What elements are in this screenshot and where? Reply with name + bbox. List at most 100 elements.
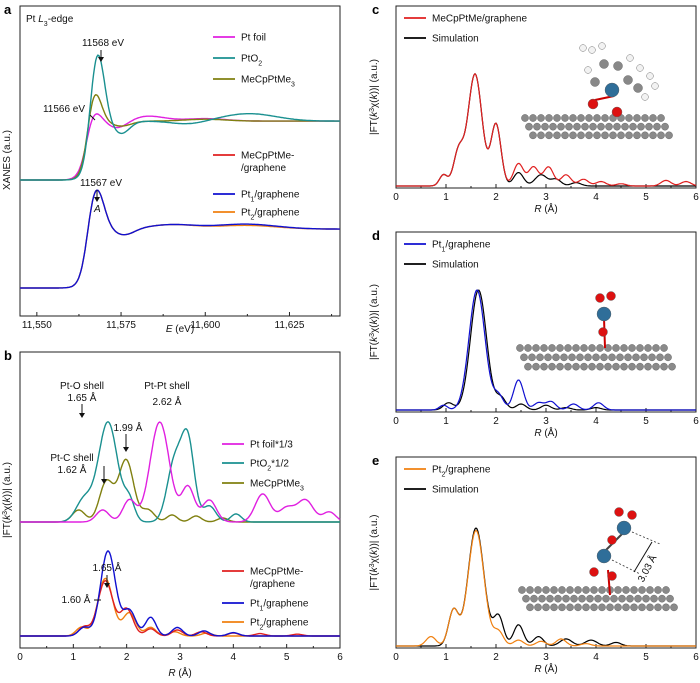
graphene-carbon-atom — [596, 362, 604, 371]
panel-a-series-pt1-graphene — [20, 189, 340, 289]
graphene-carbon-atom — [652, 344, 660, 352]
graphene-carbon-atom — [648, 353, 656, 362]
graphene-carbon-atom — [549, 122, 557, 131]
panel-d-xtick-label: 2 — [493, 416, 499, 427]
graphene-carbon-atom — [610, 594, 618, 603]
graphene-carbon-atom — [566, 603, 574, 612]
panel-e-label: e — [372, 453, 379, 468]
graphene-carbon-atom — [613, 122, 621, 131]
graphene-carbon-atom — [553, 114, 561, 122]
panel-b-arrow-1-65-b-head — [104, 583, 110, 588]
graphene-carbon-atom — [657, 131, 665, 140]
graphene-carbon-atom — [620, 344, 628, 352]
panel-a-annotation-a: A — [93, 204, 101, 215]
graphene-carbon-atom — [645, 122, 653, 131]
panel-b-series-pto2 — [20, 421, 340, 523]
graphene-carbon-atom — [592, 353, 600, 362]
graphene-carbon-atom — [588, 344, 596, 352]
graphene-carbon-atom — [606, 603, 614, 612]
graphene-carbon-atom — [580, 362, 588, 371]
graphene-carbon-atom — [618, 594, 626, 603]
panel-c-carbon-atom — [613, 61, 623, 71]
graphene-carbon-atom — [530, 594, 538, 603]
graphene-carbon-atom — [582, 603, 590, 612]
graphene-carbon-atom — [522, 594, 530, 603]
panel-d-xtick-label: 3 — [543, 416, 549, 427]
graphene-carbon-atom — [550, 603, 558, 612]
graphene-carbon-atom — [569, 114, 577, 122]
graphene-carbon-atom — [605, 122, 613, 131]
panel-c-xtick-label: 4 — [593, 192, 599, 203]
graphene-carbon-atom — [612, 344, 620, 352]
graphene-carbon-atom — [660, 344, 668, 352]
graphene-carbon-atom — [653, 122, 661, 131]
panel-b-xlabel: R (Å) — [168, 666, 191, 679]
graphene-carbon-atom — [625, 131, 633, 140]
graphene-carbon-atom — [576, 353, 584, 362]
graphene-carbon-atom — [622, 603, 630, 612]
graphene-carbon-atom — [542, 603, 550, 612]
panel-a-legend-pt2-graphene-label: Pt2/graphene — [241, 208, 300, 222]
graphene-carbon-atom — [582, 586, 590, 594]
panel-d-oxygen-atom — [606, 291, 616, 301]
panel-b-annotation-1-99: 1.99 Å — [114, 421, 143, 434]
graphene-carbon-atom — [652, 362, 660, 371]
graphene-carbon-atom — [625, 114, 633, 122]
graphene-carbon-atom — [636, 362, 644, 371]
panel-b-xtick-label: 0 — [17, 652, 23, 663]
graphene-carbon-atom — [564, 344, 572, 352]
panel-c-hydrogen-atom — [579, 44, 587, 52]
graphene-carbon-atom — [649, 131, 657, 140]
panel-a-legend-mecpptme-graphene-label: MeCpPtMe- — [241, 151, 294, 162]
graphene-carbon-atom — [628, 362, 636, 371]
graphene-carbon-atom — [577, 114, 585, 122]
panel-c-hydrogen-atom — [636, 64, 644, 72]
graphene-carbon-atom — [644, 362, 652, 371]
graphene-carbon-atom — [593, 114, 601, 122]
panel-e-platinum-atom — [616, 520, 632, 536]
panel-a-legend-pt-foil-label: Pt foil — [241, 33, 266, 44]
panel-b-arrow-1-99-head — [123, 447, 129, 452]
panel-c-hydrogen-atom — [626, 54, 634, 62]
panel-c-graphene-sheet — [521, 114, 673, 140]
panel-a-xtick-label: 11,600 — [190, 320, 220, 331]
graphene-carbon-atom — [540, 344, 548, 352]
graphene-carbon-atom — [529, 114, 537, 122]
panel-b-annotation-1-65-b: 1.65 Å — [93, 561, 122, 574]
graphene-carbon-atom — [524, 344, 532, 352]
graphene-carbon-atom — [544, 353, 552, 362]
graphene-carbon-atom — [585, 131, 593, 140]
panel-c-xtick-label: 3 — [543, 192, 549, 203]
graphene-carbon-atom — [666, 594, 674, 603]
panel-c-hydrogen-atom — [651, 82, 659, 90]
graphene-carbon-atom — [561, 114, 569, 122]
panel-b-legend-mecpptme3-label: MeCpPtMe3 — [250, 479, 304, 493]
panel-c-xtick-label: 0 — [393, 192, 399, 203]
panel-e-dimension-arrow — [633, 541, 653, 573]
graphene-carbon-atom — [621, 122, 629, 131]
graphene-carbon-atom — [554, 594, 562, 603]
graphene-carbon-atom — [598, 586, 606, 594]
graphene-carbon-atom — [596, 344, 604, 352]
graphene-carbon-atom — [638, 586, 646, 594]
panel-c-label: c — [372, 2, 379, 17]
graphene-carbon-atom — [601, 131, 609, 140]
panel-e-ylabel: |FT(k3χ(k))| (a.u.) — [369, 514, 381, 590]
graphene-carbon-atom — [628, 344, 636, 352]
panel-c-xlabel: R (Å) — [534, 202, 557, 215]
graphene-carbon-atom — [524, 362, 532, 371]
graphene-carbon-atom — [529, 131, 537, 140]
graphene-carbon-atom — [537, 131, 545, 140]
graphene-carbon-atom — [640, 353, 648, 362]
panel-c-legend-experiment-label: MeCpPtMe/graphene — [432, 14, 527, 25]
graphene-carbon-atom — [616, 353, 624, 362]
panel-a-xtick-label: 11,625 — [275, 320, 305, 331]
panel-a-series-pto2 — [20, 54, 340, 181]
graphene-carbon-atom — [588, 362, 596, 371]
graphene-carbon-atom — [612, 362, 620, 371]
panel-a-legend-mecpptme-graphene-line2: /graphene — [241, 163, 286, 174]
graphene-carbon-atom — [561, 131, 569, 140]
graphene-carbon-atom — [633, 131, 641, 140]
panel-c-carbon-atom — [599, 59, 609, 69]
panel-b-annotation-1-60: 1.60 Å — [62, 593, 91, 606]
